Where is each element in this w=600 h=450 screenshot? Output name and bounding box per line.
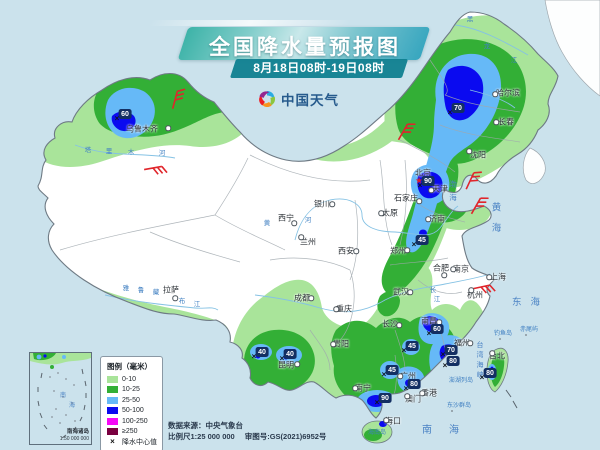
rivers bbox=[74, 24, 529, 313]
legend-color-swatch bbox=[107, 375, 118, 383]
taiwan-island bbox=[486, 347, 509, 393]
legend-color-swatch bbox=[107, 428, 118, 436]
banner-streak bbox=[148, 20, 352, 26]
center-marker-label: 降水中心值 bbox=[122, 439, 157, 447]
footer-info: 数据来源：中央气象台 比例尺1:25 000 000 审图号:GS(2021)69… bbox=[168, 421, 336, 443]
legend-item-label: 0-10 bbox=[122, 375, 137, 383]
data-source: 数据来源：中央气象台 bbox=[168, 421, 243, 430]
logo-text: 中国天气 bbox=[281, 93, 339, 108]
legend-item: 50-100 bbox=[107, 406, 157, 417]
map-subtitle: 8月18日08时-19日08时 bbox=[253, 61, 385, 75]
inset-scale: 1:50 000 000 bbox=[59, 436, 89, 442]
legend-item-label: 100-250 bbox=[122, 417, 148, 425]
map-scale: 比例尺1:25 000 000 bbox=[168, 431, 235, 441]
small-islands bbox=[451, 334, 527, 412]
foreign-land bbox=[522, 0, 600, 184]
legend-item-label: ≥250 bbox=[122, 428, 138, 436]
legend-color-swatch bbox=[107, 417, 118, 425]
legend-center-marker-row: × 降水中心值 bbox=[107, 437, 157, 448]
legend-item-label: 50-100 bbox=[122, 407, 144, 415]
legend-title: 图例（毫米） bbox=[107, 362, 152, 371]
legend-item: 0-10 bbox=[107, 374, 157, 385]
map-title: 全国降水量预报图 bbox=[209, 36, 401, 59]
legend-item: 100-250 bbox=[107, 416, 157, 427]
weather-pinwheel-icon bbox=[259, 91, 275, 108]
legend-rows: 0-10 10-25 25-50 50-100 100-250 ≥250 bbox=[107, 374, 157, 437]
legend-item: ≥250 bbox=[107, 427, 157, 438]
legend-item: 10-25 bbox=[107, 385, 157, 396]
approval-number: 审图号:GS(2021)6952号 bbox=[244, 431, 327, 441]
legend-color-swatch bbox=[107, 396, 118, 404]
inset-label: 南海诸岛 bbox=[66, 429, 89, 435]
legend-color-swatch bbox=[107, 386, 118, 394]
legend-item-label: 25-50 bbox=[122, 396, 140, 404]
legend-panel: 图例（毫米） 0-10 10-25 25-50 50-100 100-250 ≥250 ×… bbox=[100, 356, 163, 450]
china-border bbox=[37, 11, 559, 419]
legend-item-label: 10-25 bbox=[122, 386, 140, 394]
inset-sea-char: 南 bbox=[60, 393, 67, 399]
x-marker-symbol: × bbox=[110, 437, 115, 447]
south-china-sea-inset: 南 海 南海诸岛 1:50 000 000 bbox=[29, 352, 92, 445]
inset-map bbox=[30, 353, 91, 439]
legend-item: 25-50 bbox=[107, 395, 157, 406]
hainan-island bbox=[361, 420, 393, 444]
inset-sea-char: 海 bbox=[69, 403, 76, 409]
china-weather-logo: 中国天气 bbox=[258, 89, 339, 109]
legend-color-swatch bbox=[107, 407, 118, 415]
